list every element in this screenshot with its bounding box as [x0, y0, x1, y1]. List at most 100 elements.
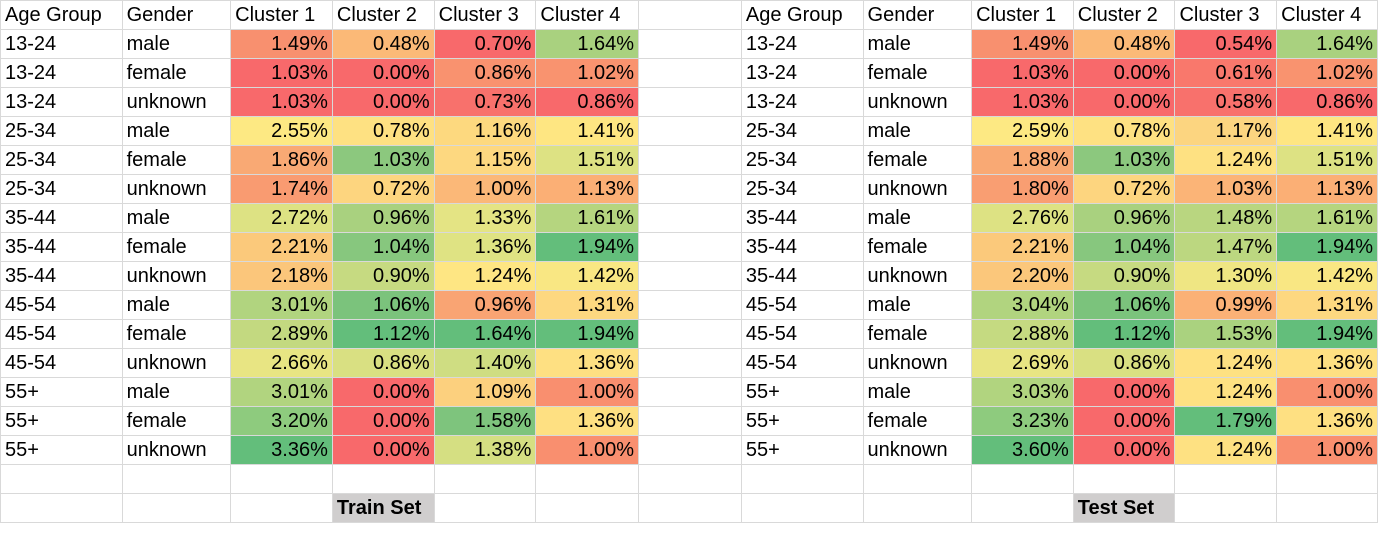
percent-cell[interactable]: 3.01% — [230, 377, 333, 407]
percent-cell[interactable]: 1.36% — [535, 348, 640, 378]
percent-cell[interactable]: 2.20% — [971, 261, 1074, 291]
empty-cell[interactable] — [638, 348, 742, 378]
percent-cell[interactable]: 0.48% — [1072, 29, 1176, 59]
percent-cell[interactable]: 1.09% — [433, 377, 537, 407]
label-cell[interactable]: 13-24 — [0, 29, 123, 59]
percent-cell[interactable]: 1.13% — [1276, 174, 1378, 204]
percent-cell[interactable]: 1.00% — [1276, 435, 1378, 465]
label-cell[interactable]: 45-54 — [740, 348, 864, 378]
label-cell[interactable]: 13-24 — [740, 58, 864, 88]
empty-cell[interactable] — [433, 464, 537, 494]
percent-cell[interactable]: 1.24% — [1174, 348, 1278, 378]
empty-cell[interactable] — [1174, 493, 1278, 523]
percent-cell[interactable]: 1.31% — [535, 290, 640, 320]
percent-cell[interactable]: 1.03% — [1072, 145, 1176, 175]
empty-cell[interactable] — [1276, 464, 1378, 494]
empty-cell[interactable] — [638, 29, 742, 59]
percent-cell[interactable]: 2.21% — [230, 232, 333, 262]
percent-cell[interactable]: 1.00% — [1276, 377, 1378, 407]
empty-cell[interactable] — [638, 493, 742, 523]
percent-cell[interactable]: 2.59% — [971, 116, 1074, 146]
label-cell[interactable]: 45-54 — [0, 319, 123, 349]
percent-cell[interactable]: 1.30% — [1174, 261, 1278, 291]
percent-cell[interactable]: 0.00% — [1072, 406, 1176, 436]
empty-cell[interactable] — [638, 435, 742, 465]
percent-cell[interactable]: 1.03% — [230, 87, 333, 117]
column-header[interactable]: Age Group — [740, 0, 864, 30]
percent-cell[interactable]: 1.12% — [331, 319, 435, 349]
percent-cell[interactable]: 1.15% — [433, 145, 537, 175]
empty-cell[interactable] — [740, 464, 864, 494]
percent-cell[interactable]: 3.01% — [230, 290, 333, 320]
percent-cell[interactable]: 1.51% — [1276, 145, 1378, 175]
empty-cell[interactable] — [638, 87, 742, 117]
empty-cell[interactable] — [433, 493, 537, 523]
percent-cell[interactable]: 1.51% — [535, 145, 640, 175]
percent-cell[interactable]: 1.61% — [535, 203, 640, 233]
percent-cell[interactable]: 0.90% — [331, 261, 435, 291]
percent-cell[interactable]: 3.60% — [971, 435, 1074, 465]
empty-cell[interactable] — [862, 464, 973, 494]
label-cell[interactable]: 35-44 — [740, 203, 864, 233]
percent-cell[interactable]: 1.88% — [971, 145, 1074, 175]
percent-cell[interactable]: 1.42% — [535, 261, 640, 291]
percent-cell[interactable]: 1.40% — [433, 348, 537, 378]
percent-cell[interactable]: 0.00% — [331, 87, 435, 117]
label-cell[interactable]: 55+ — [0, 406, 123, 436]
percent-cell[interactable]: 0.96% — [433, 290, 537, 320]
empty-cell[interactable] — [331, 464, 435, 494]
percent-cell[interactable]: 2.18% — [230, 261, 333, 291]
empty-cell[interactable] — [0, 464, 123, 494]
label-cell[interactable]: 25-34 — [740, 145, 864, 175]
percent-cell[interactable]: 0.78% — [1072, 116, 1176, 146]
label-cell[interactable]: unknown — [862, 174, 973, 204]
label-cell[interactable]: 45-54 — [740, 290, 864, 320]
empty-cell[interactable] — [638, 116, 742, 146]
percent-cell[interactable]: 3.04% — [971, 290, 1074, 320]
percent-cell[interactable]: 1.38% — [433, 435, 537, 465]
percent-cell[interactable]: 1.64% — [1276, 29, 1378, 59]
percent-cell[interactable]: 0.73% — [433, 87, 537, 117]
percent-cell[interactable]: 1.24% — [1174, 377, 1278, 407]
column-header[interactable]: Gender — [121, 0, 232, 30]
label-cell[interactable]: female — [862, 406, 973, 436]
percent-cell[interactable]: 0.54% — [1174, 29, 1278, 59]
percent-cell[interactable]: 1.42% — [1276, 261, 1378, 291]
percent-cell[interactable]: 2.69% — [971, 348, 1074, 378]
percent-cell[interactable]: 1.64% — [433, 319, 537, 349]
percent-cell[interactable]: 1.94% — [535, 319, 640, 349]
label-cell[interactable]: female — [121, 58, 232, 88]
percent-cell[interactable]: 0.72% — [1072, 174, 1176, 204]
label-cell[interactable]: 45-54 — [740, 319, 864, 349]
percent-cell[interactable]: 2.55% — [230, 116, 333, 146]
label-cell[interactable]: 35-44 — [0, 261, 123, 291]
empty-cell[interactable] — [121, 464, 232, 494]
empty-cell[interactable] — [638, 406, 742, 436]
label-cell[interactable]: 35-44 — [740, 232, 864, 262]
empty-cell[interactable] — [971, 493, 1074, 523]
label-cell[interactable]: 25-34 — [740, 174, 864, 204]
percent-cell[interactable]: 2.88% — [971, 319, 1074, 349]
empty-cell[interactable] — [638, 232, 742, 262]
empty-cell[interactable] — [638, 58, 742, 88]
empty-cell[interactable] — [535, 493, 640, 523]
label-cell[interactable]: 55+ — [740, 435, 864, 465]
percent-cell[interactable]: 1.74% — [230, 174, 333, 204]
label-cell[interactable]: unknown — [121, 348, 232, 378]
percent-cell[interactable]: 0.90% — [1072, 261, 1176, 291]
label-cell[interactable]: unknown — [862, 261, 973, 291]
empty-cell[interactable] — [638, 464, 742, 494]
label-cell[interactable]: 55+ — [740, 406, 864, 436]
empty-cell[interactable] — [862, 493, 973, 523]
percent-cell[interactable]: 0.70% — [433, 29, 537, 59]
percent-cell[interactable]: 1.00% — [535, 435, 640, 465]
label-cell[interactable]: male — [121, 203, 232, 233]
label-cell[interactable]: unknown — [862, 87, 973, 117]
percent-cell[interactable]: 1.58% — [433, 406, 537, 436]
percent-cell[interactable]: 0.96% — [331, 203, 435, 233]
percent-cell[interactable]: 1.36% — [433, 232, 537, 262]
column-header[interactable]: Cluster 1 — [230, 0, 333, 30]
label-cell[interactable]: 13-24 — [0, 87, 123, 117]
percent-cell[interactable]: 0.86% — [331, 348, 435, 378]
label-cell[interactable]: female — [862, 319, 973, 349]
